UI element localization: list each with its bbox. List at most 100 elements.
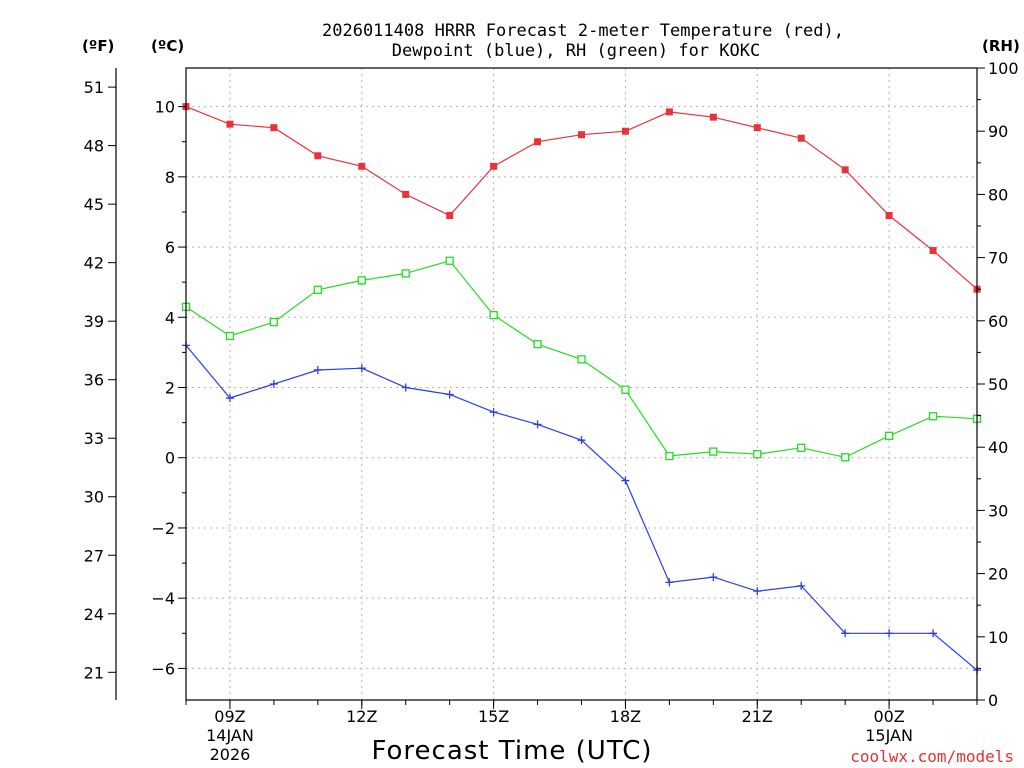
dewpoint-point bbox=[489, 408, 498, 417]
x-tick-label: 12Z bbox=[346, 707, 377, 726]
celsius-tick-label: 6 bbox=[165, 238, 175, 257]
celsius-tick-label: 8 bbox=[165, 168, 175, 187]
fahrenheit-tick-label: 21 bbox=[84, 663, 104, 682]
rh-point bbox=[709, 447, 718, 456]
x-tick-label: 00Z bbox=[873, 707, 904, 726]
fahrenheit-tick-label: 30 bbox=[84, 488, 104, 507]
rh-point bbox=[797, 443, 806, 452]
fahrenheit-tick-label: 39 bbox=[84, 312, 104, 331]
dewpoint-point bbox=[533, 420, 542, 429]
dewpoint-point bbox=[753, 587, 762, 596]
celsius-tick-label: 10 bbox=[155, 98, 175, 117]
rh-point bbox=[841, 453, 850, 462]
dewpoint-point bbox=[445, 390, 454, 399]
temperature-point bbox=[314, 152, 322, 160]
temperature-point bbox=[358, 162, 366, 170]
celsius-tick-label: 4 bbox=[165, 308, 175, 327]
dewpoint-line bbox=[185, 345, 978, 671]
x-tick-date: 14JAN bbox=[206, 726, 254, 745]
temperature-point bbox=[665, 108, 673, 116]
temperature-point bbox=[709, 113, 717, 121]
rh-tick-label: 20 bbox=[988, 565, 1008, 584]
rh-tick-label: 30 bbox=[988, 501, 1008, 520]
rh-point bbox=[533, 340, 542, 349]
dewpoint-point bbox=[357, 364, 366, 373]
x-tick-date: 15JAN bbox=[865, 726, 913, 745]
celsius-tick-label: 2 bbox=[165, 379, 175, 398]
dewpoint-point bbox=[401, 383, 410, 392]
celsius-unit-label: (ºC) bbox=[151, 37, 184, 55]
fahrenheit-tick-label: 33 bbox=[84, 429, 104, 448]
fahrenheit-tick-label: 45 bbox=[84, 195, 104, 214]
rh-point bbox=[225, 331, 235, 341]
dewpoint-point bbox=[577, 436, 586, 445]
celsius-tick-label: −6 bbox=[151, 659, 175, 678]
rh-point bbox=[269, 317, 279, 327]
rh-point bbox=[489, 310, 498, 320]
celsius-tick-label: −4 bbox=[151, 589, 175, 608]
axes: 1086420−2−4−6514845423936333027242110090… bbox=[84, 59, 1019, 764]
chart-title-line1: 2026011408 HRRR Forecast 2-meter Tempera… bbox=[322, 21, 844, 41]
rh-tick-label: 0 bbox=[988, 691, 998, 710]
temperature-point bbox=[885, 211, 893, 219]
rh-point bbox=[401, 269, 410, 278]
fahrenheit-tick-label: 51 bbox=[84, 78, 104, 97]
temperature-point bbox=[753, 124, 761, 132]
temperature-point bbox=[270, 124, 278, 132]
gridlines bbox=[186, 68, 977, 700]
x-tick-label: 15Z bbox=[478, 707, 509, 726]
dewpoint-point bbox=[313, 365, 322, 374]
x-tick-label: 21Z bbox=[742, 707, 773, 726]
dewpoint-point bbox=[709, 573, 718, 582]
dewpoint-point bbox=[929, 629, 938, 638]
rh-point bbox=[753, 450, 762, 459]
temperature-point bbox=[841, 166, 849, 174]
chart-title-line2: Dewpoint (blue), RH (green) for KOKC bbox=[392, 41, 760, 61]
rh-point bbox=[884, 431, 894, 440]
temperature-point bbox=[226, 120, 234, 128]
rh-point bbox=[357, 276, 366, 285]
rh-tick-label: 70 bbox=[988, 249, 1008, 268]
dewpoint-point bbox=[269, 380, 278, 388]
rh-tick-label: 40 bbox=[988, 438, 1008, 457]
fahrenheit-tick-label: 36 bbox=[84, 371, 104, 390]
dewpoint-point bbox=[797, 581, 806, 590]
temperature-point bbox=[402, 190, 410, 198]
rh-point bbox=[928, 412, 938, 421]
credit-link[interactable]: coolwx.com/models bbox=[850, 747, 1014, 766]
series-layer bbox=[181, 103, 982, 675]
celsius-tick-label: 0 bbox=[165, 449, 175, 468]
dewpoint-point bbox=[841, 629, 850, 638]
x-tick-label: 09Z bbox=[214, 707, 245, 726]
temperature-point bbox=[621, 127, 629, 135]
rh-point bbox=[313, 285, 322, 294]
temperature-point bbox=[929, 247, 937, 255]
celsius-tick-label: −2 bbox=[151, 519, 175, 538]
x-tick-year: 2026 bbox=[210, 745, 251, 764]
rh-point bbox=[577, 355, 586, 364]
rh-point bbox=[665, 451, 674, 461]
x-tick-label: 18Z bbox=[610, 707, 641, 726]
rh-tick-label: 60 bbox=[988, 312, 1008, 331]
dewpoint-point bbox=[621, 476, 630, 485]
fahrenheit-tick-label: 48 bbox=[84, 137, 104, 156]
rh-tick-label: 50 bbox=[988, 375, 1008, 394]
dewpoint-point bbox=[225, 394, 234, 403]
plot-frame bbox=[185, 67, 978, 701]
fahrenheit-tick-label: 42 bbox=[84, 254, 104, 273]
rh-point bbox=[445, 256, 454, 265]
fahrenheit-tick-label: 24 bbox=[84, 605, 104, 624]
rh-tick-label: 80 bbox=[988, 185, 1008, 204]
x-axis-title: Forecast Time (UTC) bbox=[371, 736, 652, 766]
fahrenheit-unit-label: (ºF) bbox=[82, 37, 114, 55]
temperature-point bbox=[446, 211, 454, 219]
rh-point bbox=[621, 385, 630, 394]
temperature-point bbox=[490, 162, 498, 170]
rh-tick-label: 90 bbox=[988, 122, 1008, 141]
dewpoint-point bbox=[665, 578, 674, 587]
dewpoint-point bbox=[885, 629, 894, 638]
rh-unit-label: (RH) bbox=[982, 37, 1020, 55]
temperature-point bbox=[578, 131, 585, 139]
temperature-point bbox=[797, 134, 805, 142]
